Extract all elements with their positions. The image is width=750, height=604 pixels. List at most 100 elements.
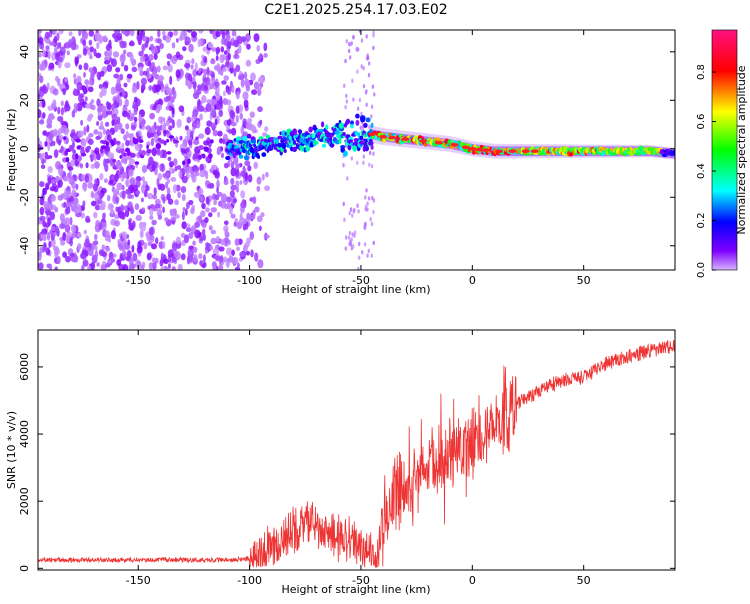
spectrogram-cell (238, 150, 242, 156)
spectrogram-cell (253, 143, 256, 148)
spectrogram-cell (225, 259, 230, 268)
spectrogram-cell (253, 33, 260, 43)
spectrogram-cell (245, 85, 250, 92)
spectrogram-peak (530, 149, 539, 153)
spectrogram-cell (342, 163, 345, 168)
spectrogram-cell (136, 34, 143, 42)
colorbar-tick-label: 0.0 (696, 262, 707, 278)
spectrogram-cell (165, 267, 170, 270)
spectrogram-cell (370, 122, 374, 128)
spectrogram-cell (210, 107, 215, 117)
spectrogram-cell (240, 78, 245, 88)
spectrogram-cell (260, 212, 265, 218)
spectrogram-cell (118, 98, 123, 107)
spectrogram-cell (110, 208, 115, 216)
spectrogram-cell (62, 251, 67, 258)
spectrogram-cell (148, 54, 154, 61)
spectrogram-cell (356, 47, 359, 53)
spectrogram-cell (157, 30, 161, 38)
spectrogram-cell (313, 140, 319, 145)
spectrogram-cell (129, 177, 136, 185)
spectrogram-cell (181, 194, 186, 201)
spectrogram-cell (146, 144, 149, 150)
spectrogram-cell (351, 213, 354, 218)
spectrogram-cell (38, 30, 42, 35)
spectrogram-cell (94, 233, 98, 241)
spectrogram-cell (190, 130, 194, 137)
spectrogram-cell (148, 227, 154, 236)
spectrogram-peak (419, 139, 428, 143)
spectrogram-cell (93, 161, 100, 169)
spectrogram-cell (62, 232, 67, 241)
spectrogram-cell (186, 30, 193, 33)
spectrogram-cell (345, 93, 348, 99)
spectrogram-cell (359, 125, 362, 130)
spectrogram-cell (354, 230, 357, 235)
spectrogram-cell (140, 118, 146, 127)
spectrogram-cell (132, 184, 139, 192)
snr-panel: -150 -100 -50 0 50 0 2000 4000 6000 Height of st… (5, 329, 676, 596)
spectrogram-cell (71, 110, 76, 118)
spectrogram-cell (38, 255, 42, 261)
spectrogram-cell (147, 241, 153, 247)
spectrogram-cell (204, 126, 211, 136)
spectrogram-cell (360, 38, 364, 43)
spectrogram-cell (184, 234, 189, 244)
spectrogram-cell (226, 119, 232, 126)
spectrogram-cell (247, 118, 253, 123)
spectrogram-cell (156, 103, 163, 111)
spectrogram-cell (119, 155, 123, 159)
spectrogram-cell (98, 34, 103, 44)
spectrogram-cell (104, 230, 110, 238)
snr-xtick-label: 0 (469, 574, 476, 587)
spectrogram-cell (57, 194, 64, 201)
spectrogram-frame (37, 29, 676, 271)
spectrogram-cell (166, 53, 173, 60)
spectrogram-cell (135, 214, 142, 222)
spectrogram-cell (227, 89, 232, 96)
spectrogram-cell (103, 158, 107, 168)
spectrogram-cell (42, 112, 46, 119)
spectrogram-cell (204, 249, 208, 254)
spectrogram-cell (369, 150, 372, 156)
spectrogram-cell (347, 41, 351, 47)
spectrogram-cell (151, 219, 157, 226)
spectrogram-cell (349, 55, 352, 60)
spectrogram-xtick-label: -50 (352, 274, 370, 287)
spectrogram-cell (108, 251, 114, 260)
spectrogram-cell (45, 183, 50, 191)
spectrogram-cell (41, 152, 46, 158)
spectrogram-cell (154, 74, 160, 80)
spectrogram-cell (85, 218, 91, 223)
spectrogram-cell (161, 125, 166, 132)
spectrogram-cell (38, 37, 44, 45)
spectrogram-cell (114, 173, 119, 182)
spectrogram-cell (40, 164, 46, 169)
spectrogram-cell (203, 68, 207, 77)
spectrogram-cell (232, 198, 237, 204)
spectrogram-cell (163, 129, 167, 137)
spectrogram-cell (171, 208, 177, 216)
spectrogram-cell (143, 242, 148, 250)
spectrogram-cell (142, 70, 148, 76)
spectrogram-cell (64, 41, 71, 49)
spectrogram-cell (39, 196, 45, 206)
spectrogram-cell (247, 174, 253, 183)
spectrogram-cell (65, 157, 70, 163)
spectrogram-cell (64, 217, 71, 226)
spectrogram-cell (349, 207, 353, 212)
spectrogram-cell (87, 181, 94, 189)
spectrogram-cell (366, 253, 369, 258)
spectrogram-cell (250, 249, 254, 258)
spectrogram-cell (214, 194, 220, 201)
spectrogram-cell (94, 147, 100, 155)
spectrogram-cell (338, 138, 342, 144)
spectrogram-cell (125, 139, 130, 147)
spectrogram-cell (372, 33, 375, 38)
spectrogram-cell (198, 67, 201, 74)
spectrogram-cell (259, 53, 263, 59)
spectrogram-cell (131, 66, 138, 73)
spectrogram-cell (53, 149, 59, 159)
spectrogram-cell (120, 158, 126, 164)
spectrogram-cell (242, 118, 247, 126)
